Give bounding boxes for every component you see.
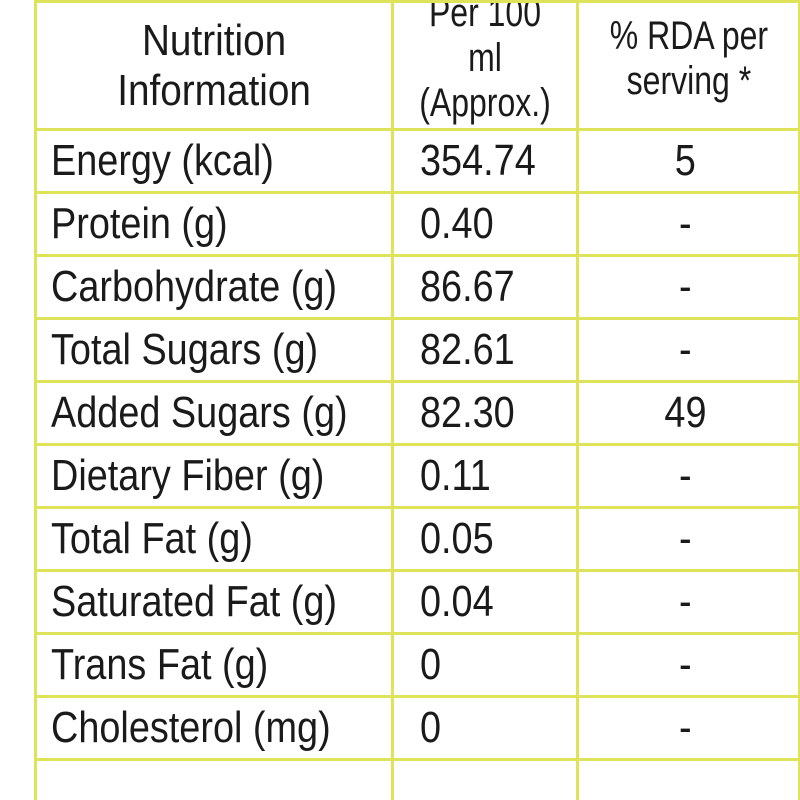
per-100ml-value: 0 [420,703,442,752]
table-row: Protein (g) 0.40 - [34,191,800,257]
rda-value: 49 [664,388,707,437]
table-row-cut-off [34,758,800,800]
nutrient-name: Total Sugars (g) [51,325,319,374]
per-100ml-value: 82.30 [420,388,515,437]
header-per-100ml: Per 100 ml (Approx.) [391,0,579,131]
nutrient-name: Added Sugars (g) [51,388,348,437]
rda-cell: - [576,254,800,320]
per-100ml-value: 0.05 [420,514,494,563]
header-line: Per 100 ml [428,1,542,81]
header-line: Information [117,65,311,115]
nutrient-name: Trans Fat (g) [51,640,269,689]
rda-value: - [679,262,692,311]
nutrient-name: Protein (g) [51,199,228,248]
table-row: Trans Fat (g) 0 - [34,632,800,698]
nutrient-name: Energy (kcal) [51,136,274,185]
table-row: Total Fat (g) 0.05 - [34,506,800,572]
header-line: (Approx.) [419,80,551,125]
nutrient-name-cell: Total Fat (g) [34,506,394,572]
rda-cell: 5 [576,128,800,194]
per-100ml-cell: 0 [391,632,579,698]
per-100ml-value: 0.04 [420,577,494,626]
rda-cell: - [576,506,800,572]
per-100ml-value: 0.40 [420,199,494,248]
rda-cell: - [576,191,800,257]
nutrient-name-cell: Cholesterol (mg) [34,695,394,761]
nutrient-name-cell: Trans Fat (g) [34,632,394,698]
nutrient-name: Carbohydrate (g) [51,262,338,311]
per-100ml-cell: 0.05 [391,506,579,572]
rda-value: - [679,451,692,500]
nutrient-name-cell: Total Sugars (g) [34,317,394,383]
nutrient-name-cell: Protein (g) [34,191,394,257]
nutrient-name-cell: Energy (kcal) [34,128,394,194]
per-100ml-value: 0.11 [420,451,491,500]
per-100ml-cell: 0.11 [391,443,579,509]
per-100ml-cell: 0 [391,695,579,761]
nutrient-name-cell [34,758,394,800]
rda-value: 5 [674,136,697,185]
rda-cell: - [576,443,800,509]
header-rda-per-serving: % RDA per serving * [576,0,800,131]
per-100ml-cell: 354.74 [391,128,579,194]
nutrient-name-cell: Saturated Fat (g) [34,569,394,635]
rda-cell: 49 [576,380,800,446]
nutrient-name: Cholesterol (mg) [51,703,331,752]
table-row: Cholesterol (mg) 0 - [34,695,800,761]
rda-value: - [679,325,692,374]
per-100ml-value: 0 [420,640,442,689]
header-row: Nutrition Information Per 100 ml (Approx.)… [34,0,800,131]
rda-cell [576,758,800,800]
rda-cell: - [576,317,800,383]
nutrient-name-cell: Carbohydrate (g) [34,254,394,320]
table-row: Carbohydrate (g) 86.67 - [34,254,800,320]
table-row: Saturated Fat (g) 0.04 - [34,569,800,635]
header-line: serving * [626,58,751,103]
nutrient-name: Total Fat (g) [51,514,253,563]
per-100ml-value: 82.61 [420,325,515,374]
rda-cell: - [576,695,800,761]
nutrient-name-cell: Dietary Fiber (g) [34,443,394,509]
per-100ml-cell: 82.61 [391,317,579,383]
per-100ml-cell: 82.30 [391,380,579,446]
per-100ml-value: 86.67 [420,262,515,311]
nutrient-name: Dietary Fiber (g) [51,451,325,500]
rda-value: - [679,514,692,563]
table-row: Dietary Fiber (g) 0.11 - [34,443,800,509]
per-100ml-cell [391,758,579,800]
header-line: % RDA per [609,13,768,58]
rda-value: - [679,577,692,626]
rda-cell: - [576,569,800,635]
table-row: Added Sugars (g) 82.30 49 [34,380,800,446]
header-nutrition-information: Nutrition Information [34,0,394,131]
rda-value: - [679,703,692,752]
rda-value: - [679,199,692,248]
per-100ml-cell: 0.04 [391,569,579,635]
per-100ml-value: 354.74 [420,136,536,185]
nutrient-name: Saturated Fat (g) [51,577,338,626]
per-100ml-cell: 86.67 [391,254,579,320]
per-100ml-cell: 0.40 [391,191,579,257]
table-row: Total Sugars (g) 82.61 - [34,317,800,383]
table-row: Energy (kcal) 354.74 5 [34,128,800,194]
nutrition-table: Nutrition Information Per 100 ml (Approx.)… [34,0,800,800]
rda-cell: - [576,632,800,698]
rda-value: - [679,640,692,689]
header-line: Nutrition [141,16,287,66]
nutrient-name-cell: Added Sugars (g) [34,380,394,446]
